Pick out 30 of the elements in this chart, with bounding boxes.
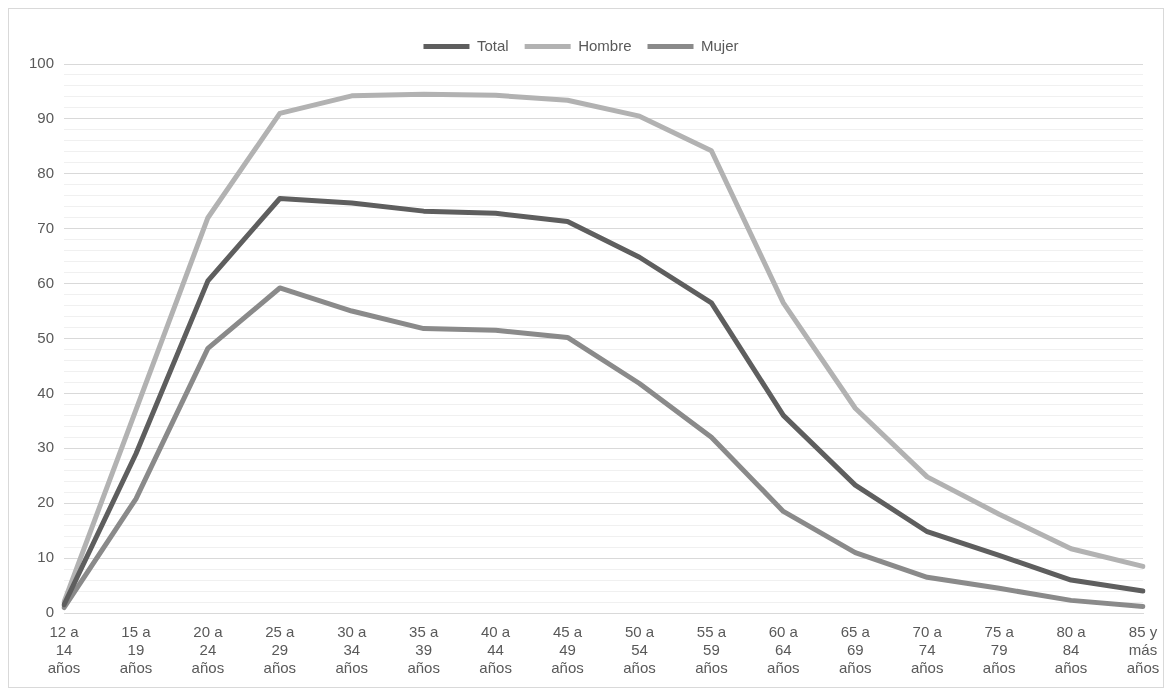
x-tick-label: 70 a 74 años bbox=[910, 623, 944, 677]
y-tick-label: 80 bbox=[37, 163, 55, 181]
y-tick-label: 100 bbox=[29, 54, 55, 72]
x-tick-label: 55 a 59 años bbox=[695, 623, 728, 677]
legend-label: Hombre bbox=[578, 36, 632, 54]
legend-label: Mujer bbox=[701, 36, 739, 54]
x-tick-label: 15 a 19 años bbox=[119, 623, 153, 677]
y-tick-label: 40 bbox=[37, 383, 55, 401]
y-tick-label: 90 bbox=[37, 109, 55, 127]
x-tick-label: 75 a 79 años bbox=[982, 623, 1016, 677]
y-tick-label: 50 bbox=[37, 328, 55, 346]
x-tick-label: 35 a 39 años bbox=[407, 623, 440, 677]
x-tick-label: 30 a 34 años bbox=[335, 623, 369, 677]
x-tick-label: 50 a 54 años bbox=[623, 623, 656, 677]
legend-label: Total bbox=[476, 36, 509, 54]
x-tick-label: 12 a 14 años bbox=[47, 623, 81, 677]
y-tick-label: 70 bbox=[37, 218, 55, 236]
y-tick-label: 0 bbox=[45, 603, 55, 621]
x-tick-label: 25 a 29 años bbox=[263, 623, 297, 677]
y-tick-label: 30 bbox=[37, 438, 55, 456]
x-tick-label: 85 y más años bbox=[1126, 623, 1160, 677]
y-tick-label: 60 bbox=[37, 273, 55, 291]
x-tick-label: 45 a 49 años bbox=[551, 623, 584, 677]
y-tick-label: 10 bbox=[37, 548, 55, 566]
x-tick-label: 65 a 69 años bbox=[839, 623, 872, 677]
y-tick-label: 20 bbox=[37, 493, 55, 511]
x-tick-label: 60 a 64 años bbox=[767, 623, 800, 677]
x-tick-label: 20 a 24 años bbox=[191, 623, 225, 677]
x-tick-label: 40 a 44 años bbox=[479, 623, 512, 677]
x-tick-label: 80 a 84 años bbox=[1054, 623, 1088, 677]
